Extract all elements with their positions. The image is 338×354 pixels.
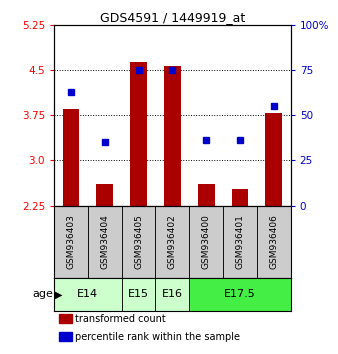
- Text: GSM936403: GSM936403: [67, 214, 75, 269]
- Bar: [265, 113, 282, 206]
- Bar: [54, 278, 122, 311]
- Bar: [223, 206, 257, 278]
- Text: GSM936405: GSM936405: [134, 214, 143, 269]
- Bar: [59, 314, 72, 323]
- Text: E15: E15: [128, 289, 149, 299]
- Bar: [189, 206, 223, 278]
- Title: GDS4591 / 1449919_at: GDS4591 / 1449919_at: [100, 11, 245, 24]
- Bar: [122, 278, 155, 311]
- Bar: [232, 189, 248, 206]
- Text: GSM936401: GSM936401: [236, 214, 244, 269]
- Bar: [63, 109, 79, 206]
- Text: E17.5: E17.5: [224, 289, 256, 299]
- Text: GSM936406: GSM936406: [269, 214, 278, 269]
- Bar: [164, 66, 181, 206]
- Bar: [257, 206, 291, 278]
- Bar: [54, 206, 88, 278]
- Bar: [96, 184, 113, 206]
- Bar: [122, 206, 155, 278]
- Text: GSM936400: GSM936400: [202, 214, 211, 269]
- Text: ▶: ▶: [55, 289, 62, 299]
- Bar: [88, 206, 122, 278]
- Text: E14: E14: [77, 289, 98, 299]
- Bar: [59, 332, 72, 341]
- Bar: [130, 62, 147, 206]
- Text: GSM936404: GSM936404: [100, 215, 109, 269]
- Text: transformed count: transformed count: [75, 314, 166, 324]
- Text: GSM936402: GSM936402: [168, 215, 177, 269]
- Text: age: age: [32, 289, 53, 299]
- Text: E16: E16: [162, 289, 183, 299]
- Bar: [198, 184, 215, 206]
- Bar: [189, 278, 291, 311]
- Text: percentile rank within the sample: percentile rank within the sample: [75, 332, 240, 342]
- Bar: [155, 206, 189, 278]
- Bar: [155, 278, 189, 311]
